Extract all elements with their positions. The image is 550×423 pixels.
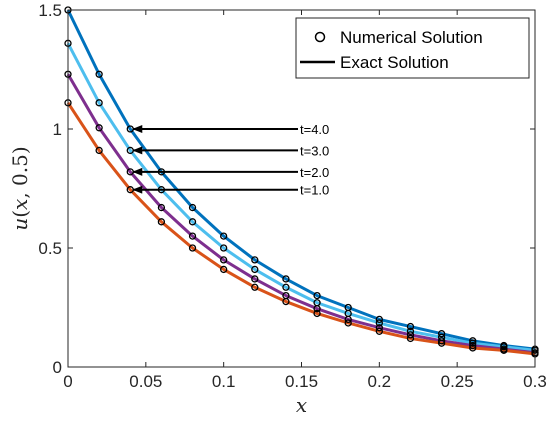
numerical-point — [406, 331, 415, 339]
annotations: t=4.0 t=3.0 t=2.0 t=1.0 — [132, 122, 329, 198]
numerical-point — [188, 218, 197, 226]
numerical-point — [437, 330, 446, 338]
legend-label: Numerical Solution — [340, 28, 483, 47]
numerical-point — [157, 218, 166, 226]
numerical-point — [469, 337, 477, 345]
x-tick-label: 0.05 — [129, 372, 162, 391]
x-tick-label: 0 — [63, 372, 72, 391]
legend-box — [295, 17, 530, 79]
y-tick-label: 1 — [53, 120, 62, 139]
numerical-point — [188, 244, 197, 252]
x-tick-label: 0.15 — [285, 372, 318, 391]
numerical-point — [406, 327, 415, 335]
axes: 0 0.05 0.1 0.15 0.2 0.25 0.3 0 0.5 1 1.5 — [38, 1, 546, 391]
numerical-point — [469, 344, 477, 352]
numerical-point — [437, 337, 446, 345]
annotation-label: t=3.0 — [300, 143, 329, 158]
numerical-point — [437, 339, 446, 347]
legend-circle-marker — [314, 31, 326, 43]
numerical-point — [406, 322, 415, 331]
y-tick-label: 0.5 — [38, 239, 62, 258]
y-label-part: ( — [8, 210, 32, 218]
x-tick-label: 0.1 — [212, 372, 236, 391]
y-label-part: u — [8, 218, 32, 231]
annotation-label: t=2.0 — [300, 165, 329, 180]
numerical-point — [375, 327, 383, 335]
y-tick-label: 0 — [53, 358, 62, 377]
annotation-label: t=4.0 — [300, 122, 329, 137]
y-tick-label: 1.5 — [38, 1, 62, 20]
numerical-point — [251, 275, 259, 283]
numerical-point — [282, 283, 290, 291]
numerical-point — [406, 334, 415, 343]
numerical-point — [313, 291, 321, 300]
legend: Numerical Solution Exact Solution — [295, 17, 530, 79]
exact-series-line-4 — [66, 101, 536, 356]
numerical-point — [95, 70, 103, 78]
numerical-point — [95, 124, 103, 132]
numerical-point — [500, 343, 508, 351]
numerical-point — [469, 341, 477, 350]
numerical-point — [251, 256, 259, 264]
annotation-label: t=1.0 — [300, 183, 329, 198]
numerical-point — [375, 319, 383, 327]
x-axis-label: x — [296, 393, 307, 417]
numerical-point — [282, 275, 290, 283]
numerical-point — [220, 256, 228, 264]
y-label-part: , 0.5) — [8, 146, 32, 198]
x-tick-label: 0.25 — [441, 372, 474, 391]
numerical-point — [188, 203, 197, 212]
numerical-point — [500, 346, 508, 354]
legend-label: Exact Solution — [340, 53, 449, 72]
numerical-point — [95, 99, 103, 107]
exact-series-line-2 — [66, 42, 536, 352]
numerical-point — [220, 232, 228, 240]
numerical-point — [251, 265, 259, 274]
numerical-point — [375, 324, 383, 332]
y-axis-label: u(x, 0.5) — [8, 146, 32, 230]
numerical-point — [282, 297, 290, 306]
numerical-point — [220, 265, 228, 274]
y-label-part: x — [8, 199, 32, 210]
numerical-point — [220, 244, 228, 252]
numerical-point — [157, 203, 166, 212]
x-tick-label: 0.2 — [368, 372, 392, 391]
numerical-point — [251, 283, 259, 291]
numerical-point — [188, 232, 197, 240]
exact-series-line-3 — [66, 73, 536, 355]
numerical-point — [375, 315, 383, 324]
x-tick-label: 0.3 — [523, 372, 547, 391]
numerical-point — [95, 146, 103, 155]
numerical-point — [313, 309, 321, 318]
numerical-point — [344, 319, 352, 327]
numerical-point — [344, 315, 352, 324]
numerical-point — [469, 339, 477, 347]
numerical-point — [313, 305, 321, 313]
